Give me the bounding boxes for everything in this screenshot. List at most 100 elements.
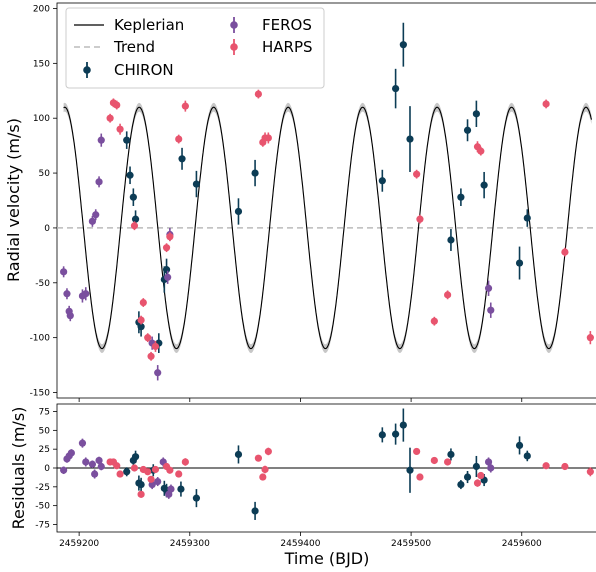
rv-feros-point <box>88 217 97 225</box>
rv-chiron-point <box>126 171 134 179</box>
rv-y-tick-label: 50 <box>39 169 51 179</box>
residual-chiron-point <box>392 430 400 438</box>
residual-feros-point <box>67 449 75 457</box>
rv-harps-point <box>175 135 183 143</box>
rv-chiron-point <box>192 180 201 188</box>
rv-chiron-point <box>123 136 131 144</box>
rv-feros-point <box>97 136 105 144</box>
rv-harps-point <box>586 334 594 342</box>
rv-harps-point <box>113 101 121 109</box>
rv-feros-point <box>154 369 162 377</box>
rv-harps-point <box>137 316 145 324</box>
residuals-y-tick-label: 25 <box>39 445 50 455</box>
residual-chiron-point <box>123 468 131 476</box>
keplerian-model-line <box>63 106 593 350</box>
residuals-y-tick-label: 50 <box>39 426 51 436</box>
residual-feros-point <box>154 477 162 486</box>
residual-chiron-point <box>523 452 531 460</box>
rv-harps-point <box>162 244 171 252</box>
rv-harps-point <box>444 291 452 299</box>
rv-feros-point <box>95 178 103 186</box>
rv-harps-point <box>416 215 424 223</box>
rv-harps-point <box>144 334 152 342</box>
residual-feros-point <box>487 464 495 472</box>
residuals-x-tick-label: 2459200 <box>59 539 99 549</box>
residual-harps-point <box>259 473 267 481</box>
rv-y-tick-label: -50 <box>35 279 50 289</box>
residual-harps-point <box>147 475 155 483</box>
residual-chiron-point <box>515 441 524 450</box>
legend-harps-label: HARPS <box>262 38 313 56</box>
residual-harps-point <box>586 468 594 476</box>
residual-chiron-point <box>463 473 472 481</box>
residual-feros-point <box>60 466 68 474</box>
residual-harps-point <box>444 458 452 466</box>
rv-y-axis: -150 -100 -50 0 50 100 150 200 <box>30 4 57 399</box>
residual-chiron-point <box>472 462 480 471</box>
residual-harps-point <box>477 471 485 480</box>
residual-harps-point <box>113 462 121 470</box>
rv-harps-point <box>166 233 174 241</box>
rv-harps-point <box>147 352 155 360</box>
residuals-x-tick-label: 2459600 <box>502 539 542 549</box>
rv-harps-point <box>542 100 550 108</box>
residual-harps-point <box>181 458 189 466</box>
residual-feros-point <box>78 439 87 447</box>
residual-harps-point <box>130 464 139 472</box>
rv-y-tick-label: 150 <box>33 59 50 69</box>
rv-chiron-point <box>515 259 524 267</box>
residual-feros-point <box>88 460 97 468</box>
residual-chiron-point <box>251 507 259 515</box>
residuals-x-axis: 2459200 2459300 2459400 2459500 2459600 <box>59 532 542 549</box>
residual-chiron-point <box>457 480 465 489</box>
residual-chiron-point <box>131 453 140 461</box>
legend: Keplerian Trend CHIRON FEROS HARPS <box>65 7 325 89</box>
rv-y-axis-label: Radial velocity (m/s) <box>4 118 23 282</box>
residual-harps-point <box>430 456 438 465</box>
rv-chiron-point <box>129 193 137 201</box>
rv-feros-point <box>484 284 493 292</box>
residual-feros-point <box>82 458 90 466</box>
residual-harps-point <box>416 473 424 481</box>
legend-trend-label: Trend <box>113 38 155 56</box>
residual-harps-point <box>254 454 262 462</box>
residual-harps-point <box>261 465 269 474</box>
residual-chiron-point <box>378 431 386 439</box>
residual-chiron-point <box>399 421 407 429</box>
legend-chiron-label: CHIRON <box>114 61 174 79</box>
residuals-y-tick-label: -25 <box>35 483 50 493</box>
residual-harps-point <box>264 447 272 456</box>
rv-y-tick-label: 0 <box>44 224 50 234</box>
residual-chiron-point <box>192 494 201 502</box>
rv-chiron-point <box>378 177 386 185</box>
rv-harps-point <box>130 222 139 230</box>
rv-y-tick-label: 100 <box>33 114 50 124</box>
residual-chiron-point <box>137 480 145 489</box>
rv-feros-point <box>164 273 172 281</box>
rv-plot-area <box>56 2 596 399</box>
rv-panel: -150 -100 -50 0 50 100 150 200 Radial velocity … <box>4 2 596 402</box>
residual-harps-point <box>175 470 183 478</box>
residual-harps-point <box>413 447 421 456</box>
rv-feros-point <box>60 268 68 276</box>
rv-chiron-point <box>447 236 455 244</box>
rv-harps-point <box>477 147 485 155</box>
residuals-x-tick-label: 2459500 <box>391 539 431 549</box>
residual-harps-point <box>137 490 145 498</box>
rv-chiron-point <box>251 169 259 177</box>
rv-feros-point <box>487 306 495 314</box>
rv-chiron-point <box>178 155 186 163</box>
rv-chiron-point <box>457 193 465 201</box>
residuals-x-tick-label: 2459300 <box>170 539 210 549</box>
rv-chiron-point <box>234 207 243 216</box>
rv-harps-point <box>264 134 272 142</box>
residual-harps-point <box>144 468 152 476</box>
rv-chiron-point <box>523 214 531 222</box>
residual-harps-point <box>151 465 160 474</box>
residual-harps-point <box>166 466 174 474</box>
x-axis-label: Time (BJD) <box>284 549 370 568</box>
rv-chiron-point <box>131 215 140 223</box>
rv-feros-point <box>66 312 74 320</box>
residual-chiron-point <box>447 450 455 459</box>
